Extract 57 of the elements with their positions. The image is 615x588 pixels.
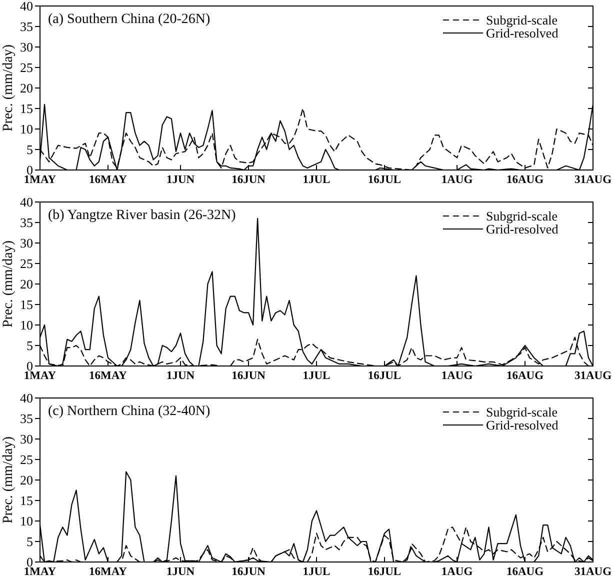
x-tick-label: 16AUG (506, 566, 544, 578)
y-tick-label: 35 (20, 411, 33, 426)
y-tick-label: 20 (20, 80, 33, 96)
x-tick-label: 31AUG (574, 370, 612, 382)
y-tick-label: 20 (20, 276, 33, 292)
x-tick-label: 31AUG (574, 174, 612, 186)
x-tick-label: 1AUG (441, 370, 473, 382)
y-tick-label: 10 (20, 122, 33, 137)
x-tick-label: 1JUN (166, 174, 196, 186)
y-tick-label: 25 (20, 256, 33, 272)
x-tick-label: 16MAY (89, 566, 128, 578)
x-tick-label: 1JUN (166, 370, 196, 382)
legend-label: Subgrid-scale (486, 12, 558, 28)
x-tick-label: 16MAY (89, 370, 128, 382)
x-tick-label: 1JUN (166, 566, 196, 578)
x-tick-label: 1JUL (302, 370, 331, 382)
y-tick-label: 30 (20, 432, 33, 447)
x-tick-label: 1AUG (441, 174, 473, 186)
y-axis-title: Prec. (mm/day) (1, 436, 16, 524)
y-tick-label: 15 (20, 493, 33, 508)
y-tick-label: 10 (20, 318, 33, 333)
y-tick-label: 35 (20, 19, 33, 34)
x-tick-label: 1JUL (302, 174, 331, 186)
x-tick-label: 1AUG (441, 566, 473, 578)
y-tick-label: 40 (20, 0, 33, 14)
x-tick-label: 1JUL (302, 566, 331, 578)
y-tick-label: 5 (26, 534, 33, 550)
legend-label: Subgrid-scale (486, 208, 558, 224)
x-tick-label: 16JUL (368, 566, 402, 578)
x-tick-label: 16JUL (368, 370, 402, 382)
x-tick-label: 16AUG (506, 174, 544, 186)
chart-title: (c) Northern China (32-40N) (48, 404, 210, 419)
y-tick-label: 15 (20, 101, 33, 116)
y-tick-label: 5 (26, 338, 33, 354)
y-axis-title: Prec. (mm/day) (1, 44, 16, 132)
x-tick-label: 31AUG (574, 566, 612, 578)
x-tick-label: 16AUG (506, 370, 544, 382)
x-tick-label: 16JUN (232, 566, 266, 578)
y-tick-label: 5 (26, 142, 33, 158)
y-tick-label: 40 (20, 390, 33, 406)
y-tick-label: 40 (20, 194, 33, 210)
y-tick-label: 15 (20, 297, 33, 312)
y-tick-label: 35 (20, 215, 33, 230)
chart-title: (a) Southern China (20-26N) (48, 12, 210, 27)
x-tick-label: 16JUL (368, 174, 402, 186)
x-tick-label: 16JUN (232, 370, 266, 382)
chart-title: (b) Yangtze River basin (26-32N) (48, 208, 236, 223)
x-tick-label: 16JUN (232, 174, 266, 186)
x-tick-label: 16MAY (89, 174, 128, 186)
y-tick-label: 25 (20, 60, 33, 76)
y-tick-label: 20 (20, 472, 33, 488)
y-tick-label: 10 (20, 514, 33, 529)
y-axis-title: Prec. (mm/day) (1, 240, 16, 328)
legend-label: Subgrid-scale (486, 404, 558, 420)
y-tick-label: 30 (20, 236, 33, 251)
y-tick-label: 25 (20, 452, 33, 468)
y-tick-label: 30 (20, 40, 33, 55)
